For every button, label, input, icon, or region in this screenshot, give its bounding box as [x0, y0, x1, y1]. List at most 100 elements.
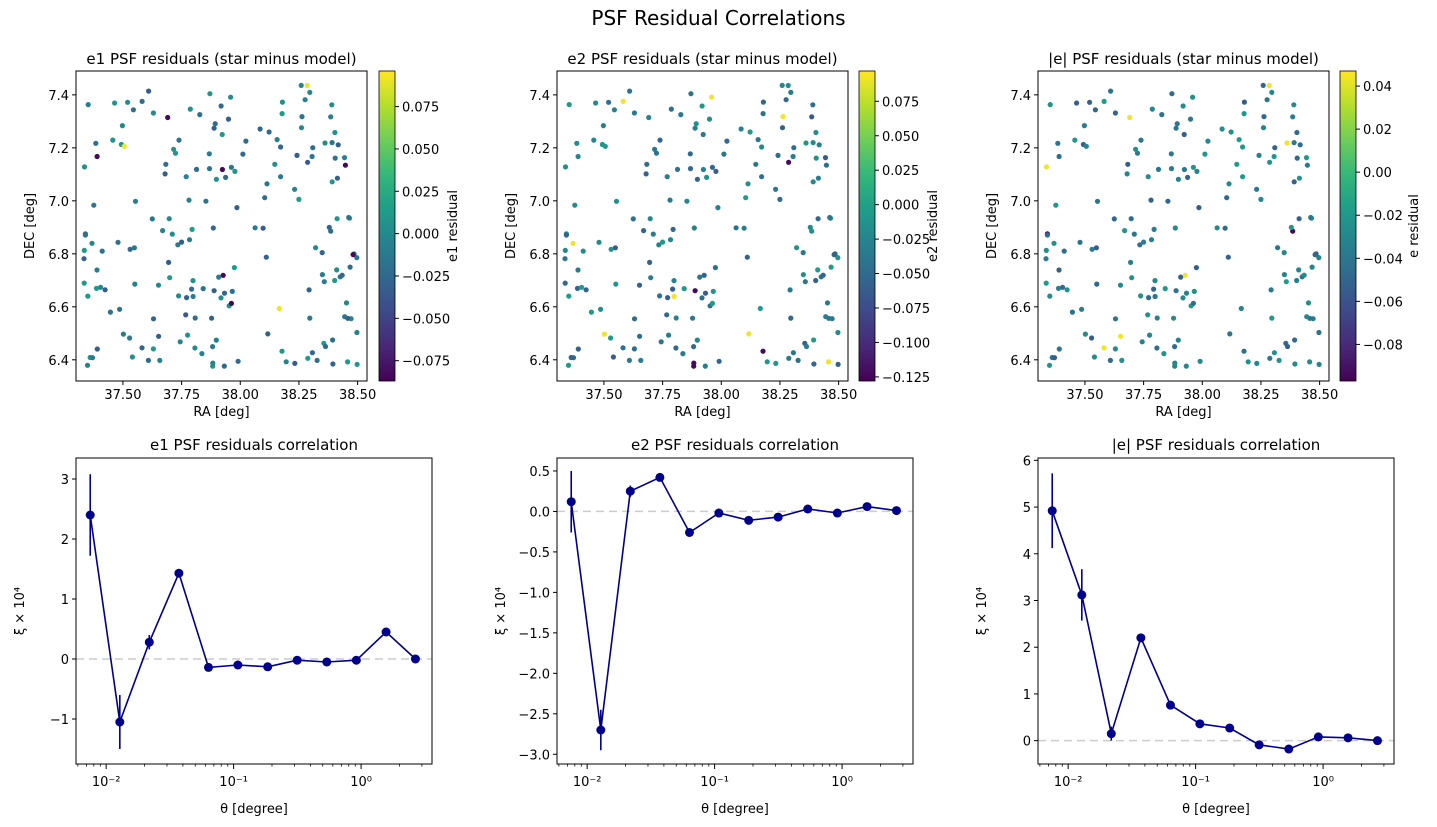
- star-point: [1056, 153, 1062, 160]
- colorbar: [1339, 70, 1357, 382]
- star-point: [1283, 279, 1289, 285]
- star-point: [713, 168, 719, 174]
- star-point: [1112, 346, 1118, 352]
- star-point: [570, 240, 576, 246]
- data-point: [773, 512, 783, 522]
- star-point: [228, 94, 234, 100]
- data-point: [1313, 732, 1323, 742]
- star-point: [693, 121, 699, 127]
- colorbar-tick-label: 0.02: [1363, 123, 1392, 138]
- star-point: [102, 287, 108, 293]
- y-tick-label: 7.0: [48, 195, 69, 210]
- star-point: [699, 295, 705, 301]
- star-point: [706, 116, 713, 122]
- star-point: [221, 290, 228, 296]
- star-point: [1180, 295, 1186, 301]
- star-point: [192, 345, 198, 351]
- x-tick-label: 38.00: [1184, 388, 1221, 403]
- star-point: [1316, 329, 1322, 336]
- star-point: [1145, 174, 1151, 180]
- star-point: [209, 315, 215, 321]
- star-point: [606, 99, 612, 105]
- star-point: [190, 278, 196, 284]
- star-point: [691, 225, 697, 231]
- star-point: [562, 256, 568, 262]
- star-point: [1301, 272, 1307, 278]
- star-point: [637, 333, 643, 339]
- star-point: [218, 103, 224, 109]
- plot-frame: [75, 70, 368, 382]
- x-axis-label: RA [deg]: [674, 405, 730, 420]
- star-point: [712, 265, 719, 271]
- star-point: [657, 293, 663, 299]
- star-point: [667, 237, 674, 243]
- colorbar-tick-label: 0.025: [402, 185, 439, 200]
- star-point: [279, 111, 285, 117]
- y-tick-label: 6.8: [1010, 248, 1031, 263]
- star-point: [1240, 144, 1246, 150]
- star-point: [234, 205, 240, 211]
- star-point: [1254, 186, 1260, 192]
- star-point: [1055, 140, 1061, 146]
- star-point: [644, 161, 650, 167]
- x-tick-label: 37.75: [163, 388, 200, 403]
- star-point: [345, 359, 351, 365]
- data-point: [714, 508, 724, 518]
- star-point: [330, 337, 336, 343]
- star-point: [1260, 125, 1267, 131]
- star-point: [163, 161, 169, 167]
- star-point: [335, 142, 341, 148]
- star-point: [110, 137, 116, 143]
- star-point: [228, 164, 234, 170]
- star-point: [332, 129, 338, 136]
- star-point: [221, 363, 227, 369]
- star-point: [673, 315, 679, 321]
- star-point: [1173, 288, 1179, 294]
- star-point: [572, 202, 578, 208]
- correlation-title: e1 PSF residuals correlation: [150, 436, 358, 454]
- star-point: [692, 125, 698, 131]
- star-point: [1191, 288, 1197, 294]
- star-point: [1190, 94, 1196, 100]
- star-point: [1187, 116, 1194, 122]
- star-point: [350, 252, 356, 258]
- plot-frame: [75, 457, 433, 765]
- x-tick-label: 10⁻²: [1054, 775, 1083, 790]
- star-point: [343, 300, 350, 306]
- star-point: [1219, 126, 1225, 132]
- y-axis-label: ξ × 10⁴: [494, 587, 509, 635]
- star-point: [579, 284, 585, 290]
- star-point: [309, 153, 315, 160]
- star-point: [292, 186, 298, 192]
- star-point: [709, 94, 715, 100]
- y-tick-label: 7.4: [1010, 89, 1031, 104]
- star-point: [1272, 145, 1278, 151]
- star-point: [306, 287, 312, 293]
- star-point: [1308, 214, 1314, 221]
- star-point: [1047, 293, 1053, 299]
- star-point: [1043, 256, 1049, 262]
- star-point: [1269, 315, 1275, 321]
- star-point: [811, 337, 817, 343]
- star-point: [179, 239, 185, 245]
- star-point: [671, 293, 677, 300]
- star-point: [1181, 166, 1187, 173]
- colorbar-tick-label: −0.08: [1363, 338, 1403, 353]
- star-point: [1183, 363, 1189, 369]
- star-point: [1284, 140, 1290, 146]
- colorbar-tick-label: −0.050: [882, 268, 930, 283]
- star-point: [130, 107, 136, 113]
- star-point: [1069, 309, 1075, 315]
- star-point: [314, 357, 320, 363]
- star-point: [1161, 351, 1167, 357]
- x-tick-label: 10⁰: [1312, 775, 1334, 790]
- star-point: [1147, 332, 1153, 338]
- star-point: [278, 174, 284, 180]
- scatter-title: |e| PSF residuals (star minus model): [1048, 50, 1319, 68]
- data-point: [174, 568, 184, 578]
- y-tick-label: 6.4: [529, 354, 550, 369]
- star-point: [91, 202, 97, 208]
- data-point: [144, 637, 154, 647]
- star-point: [598, 306, 604, 312]
- star-point: [815, 216, 821, 222]
